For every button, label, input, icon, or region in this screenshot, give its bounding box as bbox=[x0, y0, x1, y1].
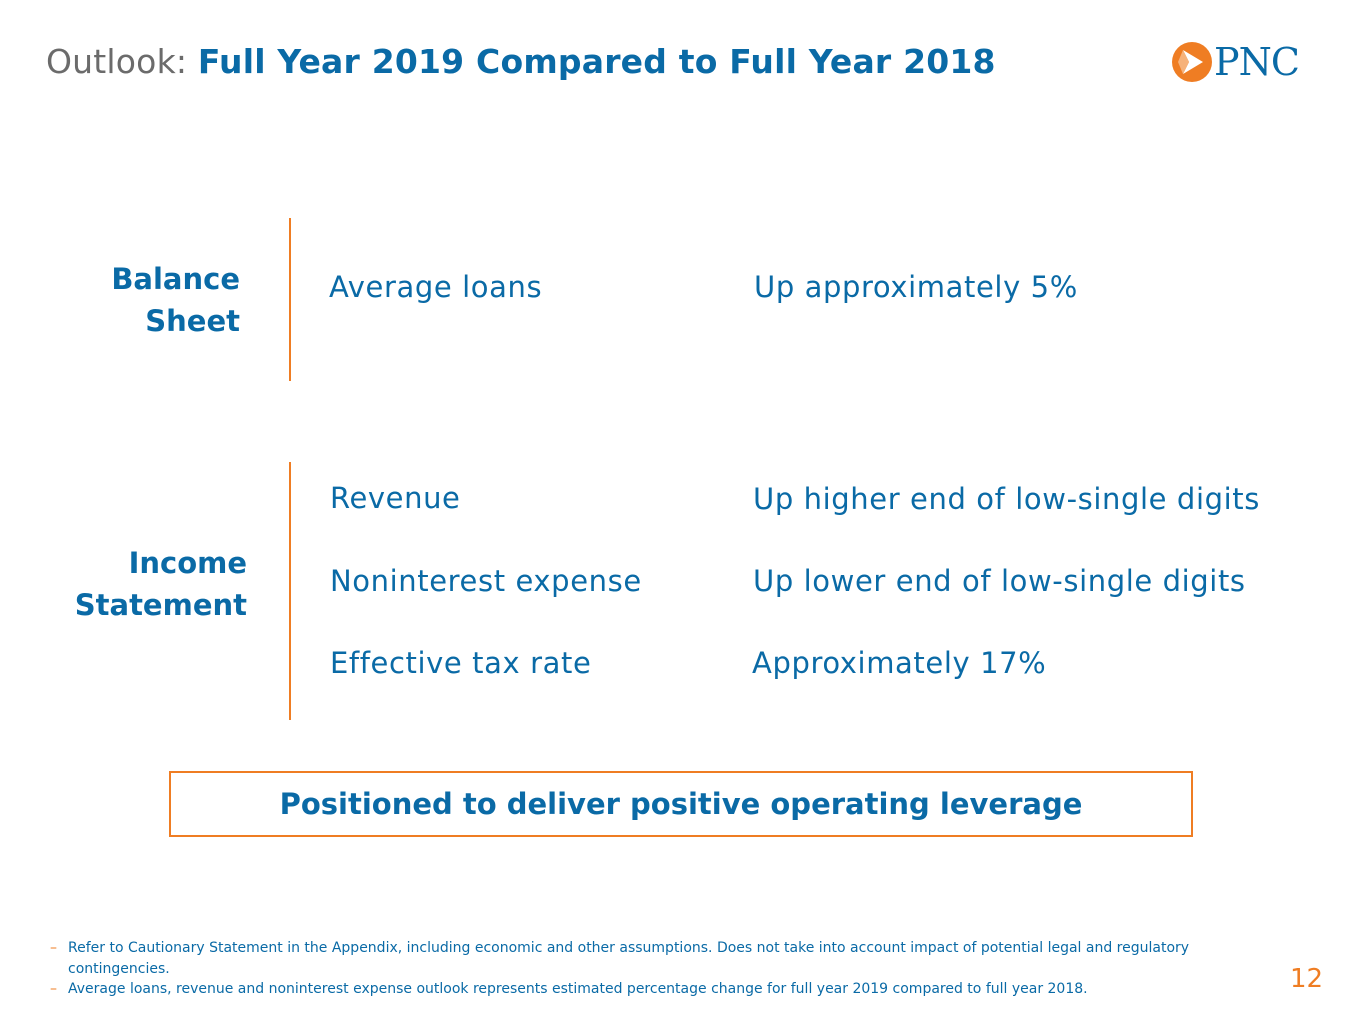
value-noninterest-expense: Up lower end of low-single digits bbox=[753, 564, 1246, 598]
balance-sheet-label: Balance Sheet bbox=[111, 262, 240, 338]
footnote-text: Average loans, revenue and noninterest e… bbox=[68, 981, 1088, 997]
metric-noninterest-expense: Noninterest expense bbox=[330, 564, 642, 598]
value-revenue: Up higher end of low-single digits bbox=[753, 482, 1260, 516]
balance-sheet-divider bbox=[289, 218, 291, 381]
pnc-logo: PNC bbox=[1170, 40, 1320, 86]
value-effective-tax-rate: Approximately 17% bbox=[752, 646, 1047, 680]
pnc-logo-mark-icon bbox=[1172, 42, 1212, 82]
page-title: Outlook: Full Year 2019 Compared to Full… bbox=[46, 42, 996, 81]
page-number: 12 bbox=[1290, 964, 1324, 994]
callout-text: Positioned to deliver positive operating… bbox=[279, 787, 1083, 821]
title-main: Full Year 2019 Compared to Full Year 201… bbox=[197, 42, 996, 81]
pnc-logo-wordmark: PNC bbox=[1214, 40, 1300, 84]
footnote-text: Refer to Cautionary Statement in the App… bbox=[68, 940, 1190, 977]
footnote-item: – Refer to Cautionary Statement in the A… bbox=[50, 938, 1190, 979]
callout-box: Positioned to deliver positive operating… bbox=[169, 771, 1193, 837]
metric-effective-tax-rate: Effective tax rate bbox=[330, 646, 592, 680]
title-prefix: Outlook: bbox=[46, 42, 198, 81]
metric-average-loans: Average loans bbox=[329, 270, 543, 304]
footnote-dash: – bbox=[50, 981, 57, 997]
footnotes: – Refer to Cautionary Statement in the A… bbox=[50, 938, 1190, 1000]
footnote-item: – Average loans, revenue and noninterest… bbox=[50, 979, 1190, 1000]
metric-revenue: Revenue bbox=[330, 481, 461, 515]
income-statement-divider bbox=[289, 462, 291, 720]
footnote-dash: – bbox=[50, 940, 57, 956]
value-average-loans: Up approximately 5% bbox=[754, 270, 1078, 304]
income-statement-label: Income Statement bbox=[74, 546, 247, 622]
